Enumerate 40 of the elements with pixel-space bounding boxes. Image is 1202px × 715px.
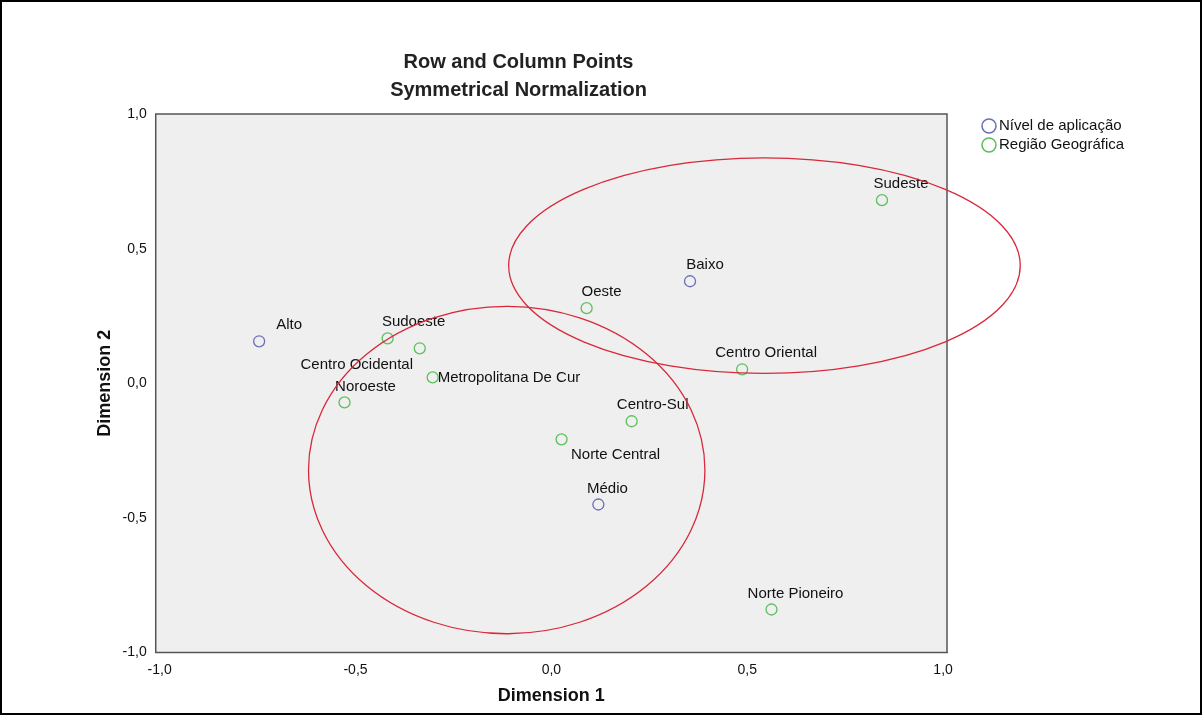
data-label: Alto — [276, 315, 303, 333]
point — [252, 335, 266, 348]
point — [683, 275, 697, 288]
point — [625, 415, 638, 428]
x-tick-label: 0,5 — [737, 660, 758, 677]
y-tick-label: 1,0 — [127, 104, 147, 121]
point — [555, 433, 568, 446]
data-label: Centro-Sul — [616, 395, 689, 413]
legend-label: Região Geográfica — [999, 135, 1125, 153]
data-label: Centro Oriental — [715, 343, 817, 361]
x-tick-label: 1,0 — [933, 660, 954, 677]
y-tick-label: 0,5 — [127, 239, 147, 256]
y-tick-label: -0,5 — [122, 508, 147, 525]
data-label: Norte Pioneiro — [747, 583, 844, 601]
chart-title: Row and Column Points — [403, 49, 634, 72]
data-label: Baixo — [686, 255, 724, 273]
data-label: Oeste — [581, 282, 622, 300]
point — [338, 396, 351, 409]
point — [735, 363, 749, 376]
chart-subtitle: Symmetrical Normalization — [390, 77, 647, 100]
y-tick-label: 0,0 — [127, 374, 147, 391]
x-axis-title: Dimension 1 — [497, 685, 605, 706]
point — [580, 302, 593, 315]
point — [413, 342, 426, 355]
y-tick-label: -1,0 — [122, 643, 147, 660]
data-label: Sudeste — [873, 174, 929, 192]
y-axis-title: Dimension 2 — [93, 329, 114, 437]
point — [426, 371, 439, 384]
x-tick-label: -0,5 — [343, 660, 368, 677]
data-label: Médio — [586, 478, 628, 496]
point — [765, 603, 778, 616]
data-label: Norte Central — [570, 445, 661, 463]
point — [592, 498, 605, 511]
x-tick-label: -1,0 — [147, 660, 172, 677]
x-tick-label: 0,0 — [541, 660, 562, 677]
data-label: Metropolitana De Cur — [437, 367, 581, 385]
legend-label: Nível de aplicação — [999, 116, 1122, 134]
point — [381, 332, 394, 345]
data-label: Noroeste — [335, 376, 396, 394]
point — [875, 194, 889, 207]
